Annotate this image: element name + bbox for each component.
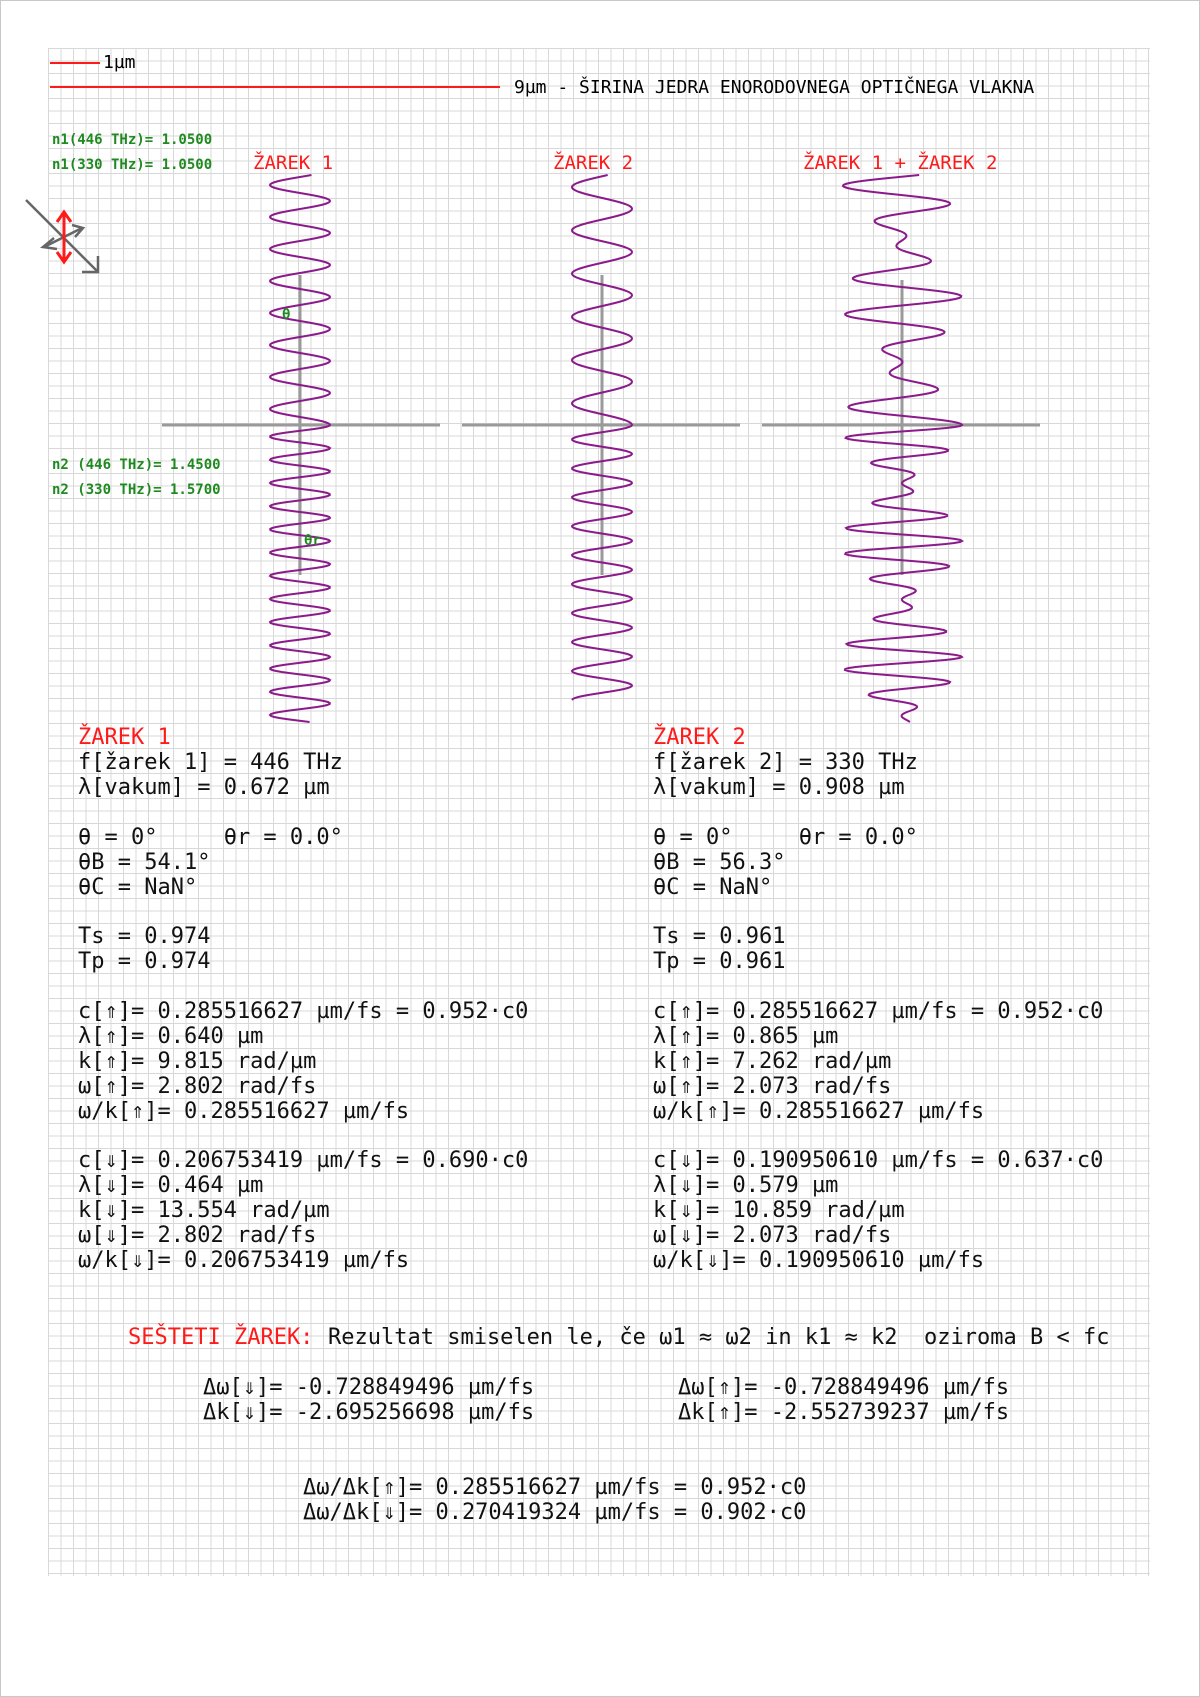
wave-beam1 bbox=[268, 174, 332, 723]
wave-sum bbox=[841, 174, 964, 723]
n1-330: n1(330 THz)= 1.0500 bbox=[52, 157, 213, 173]
sum-note: Rezultat smiselen le, če ω1 ≈ ω2 in k1 ≈… bbox=[328, 1325, 1110, 1350]
beam1-line: θB = 54.1° bbox=[78, 849, 211, 875]
theta-r-label: θr bbox=[304, 533, 321, 549]
beam1-diagram-title: ŽAREK 1 bbox=[253, 152, 334, 174]
scale-1um-label: 1µm bbox=[103, 52, 136, 73]
beam1-line: ω[⇑]= 2.802 rad/fs bbox=[78, 1073, 317, 1099]
beam1-line: θ = 0° θr = 0.0° bbox=[78, 824, 343, 850]
beam1-line: f[žarek 1] = 446 THz bbox=[78, 750, 343, 775]
group-velocity-up: Δω/Δk[⇑]= 0.285516627 µm/fs = 0.952·c0 bbox=[303, 1475, 807, 1500]
sum-label: SEŠTETI ŽAREK: bbox=[128, 1325, 314, 1350]
beam1-line: c[⇑]= 0.285516627 µm/fs = 0.952·c0 bbox=[78, 999, 529, 1024]
beam2-line: θB = 56.3° bbox=[653, 849, 786, 875]
beam2-line: Ts = 0.961 bbox=[653, 924, 786, 950]
beam2-line: ω[⇓]= 2.073 rad/fs bbox=[653, 1223, 892, 1249]
theta-label: θ bbox=[282, 307, 291, 323]
beam2-title: ŽAREK 2 bbox=[653, 725, 746, 750]
beam1-line: λ[⇑]= 0.640 µm bbox=[78, 1023, 264, 1049]
beam2-line: θ = 0° θr = 0.0° bbox=[653, 824, 918, 850]
grid-background bbox=[48, 48, 1150, 1576]
polarization-arrows-icon bbox=[25, 199, 100, 274]
n2-446: n2 (446 THz)= 1.4500 bbox=[52, 457, 221, 473]
beam2-diagram-title: ŽAREK 2 bbox=[553, 152, 634, 174]
beam2-line: k[⇓]= 10.859 rad/µm bbox=[653, 1198, 905, 1224]
beam1-line: ω/k[⇓]= 0.206753419 µm/fs bbox=[78, 1248, 410, 1273]
beam2-line: λ[vakum] = 0.908 µm bbox=[653, 774, 905, 800]
beam2-line: ω/k[⇓]= 0.190950610 µm/fs bbox=[653, 1248, 985, 1273]
beam2-line: k[⇑]= 7.262 rad/µm bbox=[653, 1048, 892, 1074]
beam2-line: c[⇓]= 0.190950610 µm/fs = 0.637·c0 bbox=[653, 1148, 1104, 1174]
beam1-line: ω/k[⇑]= 0.285516627 µm/fs bbox=[78, 1098, 410, 1124]
beam1-line: Tp = 0.974 bbox=[78, 949, 211, 975]
wave-beam2 bbox=[570, 174, 634, 701]
beam2-line: f[žarek 2] = 330 THz bbox=[653, 750, 918, 775]
beam1-title: ŽAREK 1 bbox=[78, 725, 171, 750]
n2-330: n2 (330 THz)= 1.5700 bbox=[52, 482, 221, 498]
beam1-line: λ[vakum] = 0.672 µm bbox=[78, 774, 330, 800]
beam1-line: k[⇑]= 9.815 rad/µm bbox=[78, 1048, 317, 1074]
beam1-line: λ[⇓]= 0.464 µm bbox=[78, 1173, 264, 1199]
delta-omega-up: Δω[⇑]= -0.728849496 µm/fs bbox=[678, 1375, 1010, 1400]
beam1-line: Ts = 0.974 bbox=[78, 924, 211, 950]
group-velocity-down: Δω/Δk[⇓]= 0.270419324 µm/fs = 0.902·c0 bbox=[303, 1500, 807, 1525]
beam2-line: λ[⇑]= 0.865 µm bbox=[653, 1023, 839, 1049]
delta-k-down: Δk[⇓]= -2.695256698 µm/fs bbox=[203, 1400, 535, 1425]
beam1-line: ω[⇓]= 2.802 rad/fs bbox=[78, 1223, 317, 1249]
beam2-line: c[⇑]= 0.285516627 µm/fs = 0.952·c0 bbox=[653, 999, 1104, 1024]
beam2-line: λ[⇓]= 0.579 µm bbox=[653, 1173, 839, 1199]
scale-9um-label: 9µm - ŠIRINA JEDRA ENORODOVNEGA OPTIČNEG… bbox=[514, 77, 1035, 98]
beam2-line: ω[⇑]= 2.073 rad/fs bbox=[653, 1073, 892, 1099]
delta-omega-down: Δω[⇓]= -0.728849496 µm/fs bbox=[203, 1375, 535, 1400]
beam1-line: c[⇓]= 0.206753419 µm/fs = 0.690·c0 bbox=[78, 1148, 529, 1174]
delta-k-up: Δk[⇑]= -2.552739237 µm/fs bbox=[678, 1400, 1010, 1425]
beam2-line: ω/k[⇑]= 0.285516627 µm/fs bbox=[653, 1098, 985, 1124]
n1-446: n1(446 THz)= 1.0500 bbox=[52, 132, 213, 148]
beam2-line: θC = NaN° bbox=[653, 874, 773, 900]
beam1-line: k[⇓]= 13.554 rad/µm bbox=[78, 1198, 330, 1224]
beam2-line: Tp = 0.961 bbox=[653, 949, 786, 975]
sum-diagram-title: ŽAREK 1 + ŽAREK 2 bbox=[803, 152, 998, 174]
beam1-line: θC = NaN° bbox=[78, 874, 198, 900]
